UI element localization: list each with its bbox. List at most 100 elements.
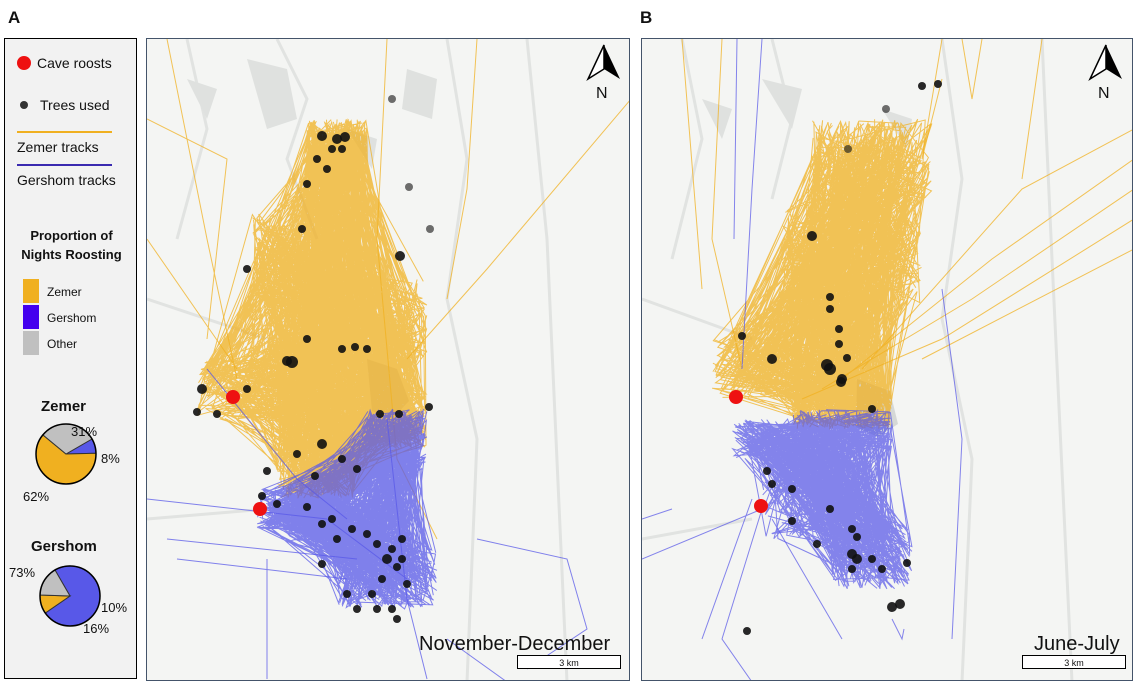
tree-marker [843,354,851,362]
tree-marker [403,580,411,588]
tree-marker [405,183,413,191]
tree-marker [848,565,856,573]
legend-cave-roosts-label: Cave roosts [37,55,112,71]
legend-trees-used-label: Trees used [40,97,110,113]
north-arrow-right: N [1086,43,1126,103]
tree-marker [318,560,326,568]
pie-zemer-zemer-pct: 62% [23,489,50,504]
tree-marker [852,554,862,564]
tree-marker [835,340,843,348]
map-right-canvas [642,39,1132,680]
proportion-title-line2: Nights Roosting [21,247,122,262]
tree-marker [848,525,856,533]
tree-marker [273,500,281,508]
other-swatch [23,331,39,355]
tree-marker [376,410,384,418]
zemer-line-icon [17,131,112,133]
tree-marker [332,134,342,144]
proportion-title-line1: Proportion of [30,228,113,243]
tree-marker [317,439,327,449]
legend-trees-used: Trees used [17,97,110,113]
tree-marker [338,345,346,353]
north-arrow-left: N [584,43,624,103]
legend-zemer-tracks: Zemer tracks [17,139,99,155]
cave-roost-left-1 [226,390,240,404]
zemer-tracks-left [147,39,629,540]
tree-marker [303,335,311,343]
tree-marker [826,505,834,513]
tree-marker [348,525,356,533]
trees-right [738,80,942,635]
tree-marker [768,480,776,488]
tree-marker [333,535,341,543]
tree-marker [398,555,406,563]
track-long-lines [681,39,1132,400]
north-arrow-icon [1088,44,1122,81]
tree-marker [844,145,852,153]
tree-marker [743,627,751,635]
tree-marker [318,520,326,528]
tree-marker [918,82,926,90]
pie-gershom-gershom-pct: 73% [9,565,36,580]
tree-marker [425,403,433,411]
pie-zemer-gershom-pct: 8% [101,451,120,466]
gershom-tracks-right [642,39,963,680]
tree-marker [853,533,861,541]
tree-marker [882,105,890,113]
zemer-swatch [23,279,39,303]
tree-marker [398,535,406,543]
north-label-left: N [596,85,608,102]
tree-marker [311,472,319,480]
legend-gershom-tracks: Gershom tracks [17,172,116,188]
track-long-lines [147,368,588,680]
tree-marker [328,515,336,523]
pie-zemer-title: Zemer [41,398,87,415]
scale-bar-left: 3 km [517,655,621,669]
panel-label-a: A [8,8,21,27]
tree-marker [395,410,403,418]
tree-marker [243,265,251,273]
tree-marker [197,384,207,394]
tree-marker [351,343,359,351]
tree-marker [395,251,405,261]
tree-marker [293,450,301,458]
gershom-tracks-left [147,368,588,680]
panel-label-b: B [640,8,653,27]
tree-marker [868,555,876,563]
gershom-line-icon [17,164,112,166]
tree-marker [340,132,350,142]
pie-outline [35,423,97,485]
tree-marker [313,155,321,163]
swatch-gershom-label: Gershom [47,311,97,325]
tree-marker [353,605,361,613]
pie-outline [39,565,101,627]
track-lines [711,118,933,430]
tree-marker [426,225,434,233]
swatch-other-label: Other [47,337,78,351]
tree-marker [903,559,911,567]
tree-marker [393,615,401,623]
tree-marker [193,408,201,416]
tree-marker [373,605,381,613]
pie-zemer [35,423,97,485]
tree-marker [826,293,834,301]
tree-marker [317,131,327,141]
tree-marker [286,356,298,368]
track-long-lines [147,39,629,540]
black-dot-icon [20,101,28,109]
tree-marker [835,325,843,333]
gershom-swatch [23,305,39,329]
pie-gershom [39,565,101,627]
tree-marker [258,492,266,500]
tree-marker [763,467,771,475]
track-lines [731,409,913,590]
tree-marker [243,385,251,393]
cave-roost-left-2 [253,502,267,516]
tree-marker [338,455,346,463]
tree-marker [813,540,821,548]
zemer-tracks-right [681,39,1132,430]
legend-cave-roosts: Cave roosts [17,55,112,71]
tree-marker [824,363,836,375]
cave-roost-right-1 [729,390,743,404]
tree-marker [895,599,905,609]
